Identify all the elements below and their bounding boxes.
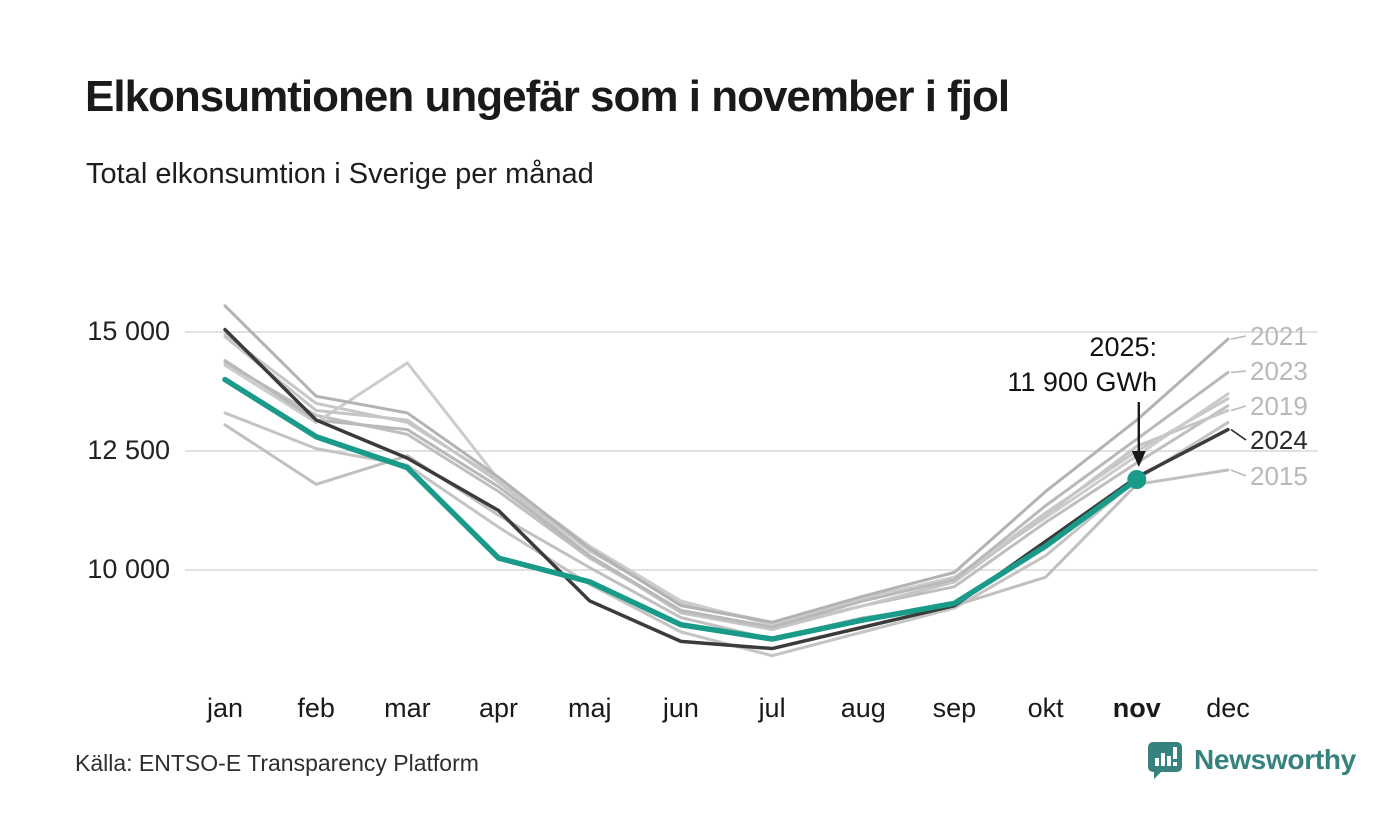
page-title: Elkonsumtionen ungefär som i november i … bbox=[85, 72, 1010, 121]
month-label-sep: sep bbox=[932, 693, 977, 723]
newsworthy-logo-icon bbox=[1148, 742, 1182, 779]
label-connector-2019 bbox=[1230, 405, 1247, 412]
logo-bar-1 bbox=[1155, 758, 1159, 766]
month-label-feb: feb bbox=[297, 693, 335, 723]
annotation-value: 11 900 GWh bbox=[1007, 367, 1157, 397]
month-label-dec: dec bbox=[1206, 693, 1250, 723]
month-label-okt: okt bbox=[1027, 693, 1064, 723]
series-line-2024 bbox=[223, 327, 1230, 651]
annotation-2025: 2025: 11 900 GWh bbox=[1007, 330, 1157, 400]
year-label-2023: 2023 bbox=[1250, 356, 1308, 386]
annotation-arrow-head bbox=[1131, 451, 1146, 467]
newsworthy-brand: Newsworthy bbox=[1146, 740, 1356, 780]
label-connector-2015 bbox=[1230, 469, 1247, 477]
newsworthy-wordmark: Newsworthy bbox=[1194, 744, 1356, 775]
series-line-2025 bbox=[222, 376, 1140, 642]
logo-bar-2 bbox=[1161, 753, 1165, 766]
chart-subtitle: Total elkonsumtion i Sverige per månad bbox=[86, 158, 594, 190]
label-connector-2024 bbox=[1230, 428, 1247, 441]
year-label-2019: 2019 bbox=[1250, 391, 1308, 421]
y-tick-15000: 15 000 bbox=[87, 316, 170, 346]
month-label-apr: apr bbox=[479, 693, 519, 723]
month-label-maj: maj bbox=[567, 693, 612, 723]
month-label-aug: aug bbox=[840, 693, 886, 723]
series-line-2019 bbox=[223, 335, 1230, 631]
highlight-dot bbox=[1127, 470, 1147, 490]
month-label-mar: mar bbox=[384, 693, 431, 723]
year-label-2024: 2024 bbox=[1250, 425, 1308, 455]
year-label-2015: 2015 bbox=[1250, 461, 1308, 491]
y-tick-10000: 10 000 bbox=[87, 554, 170, 584]
month-label-jun: jun bbox=[662, 693, 699, 723]
month-label-jul: jul bbox=[758, 693, 786, 723]
annotation-year: 2025: bbox=[1089, 332, 1157, 362]
series-line-2023 bbox=[223, 359, 1230, 629]
label-connector-2023 bbox=[1230, 370, 1247, 374]
logo-exclamation-stem bbox=[1173, 747, 1177, 759]
logo-exclamation-dot bbox=[1173, 762, 1177, 766]
logo-bar-3 bbox=[1167, 756, 1171, 766]
y-tick-12500: 12 500 bbox=[87, 435, 170, 465]
label-connector-2021 bbox=[1230, 335, 1247, 340]
year-label-2021: 2021 bbox=[1250, 321, 1308, 351]
month-label-jan: jan bbox=[206, 693, 244, 723]
series-line-unlabeled bbox=[223, 361, 1230, 627]
source-caption: Källa: ENTSO-E Transparency Platform bbox=[75, 750, 479, 776]
month-label-nov: nov bbox=[1112, 693, 1161, 723]
series-line-2021 bbox=[223, 304, 1230, 624]
